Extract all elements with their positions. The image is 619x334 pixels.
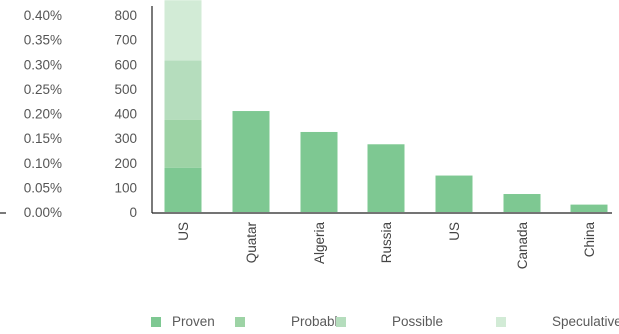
y-tick-label: 500 bbox=[114, 82, 137, 97]
bar-proven-4 bbox=[435, 175, 473, 212]
y-percent-tick-label: 0.05% bbox=[24, 180, 62, 195]
legend-label-possible: Possible bbox=[392, 314, 443, 329]
legend-swatch-proven bbox=[151, 317, 161, 327]
y-tick-label: 100 bbox=[114, 180, 137, 195]
category-label: US bbox=[447, 222, 462, 241]
category-label: Russia bbox=[379, 222, 394, 264]
legend-swatch-speculative bbox=[496, 317, 506, 327]
category-label: China bbox=[582, 222, 597, 258]
y-tick-label: 200 bbox=[114, 156, 137, 171]
legend-label-proven: Proven bbox=[172, 314, 215, 329]
y-percent-tick-label: 0.20% bbox=[24, 107, 62, 122]
bar-probable-0 bbox=[164, 119, 202, 168]
legend-swatch-possible bbox=[336, 317, 346, 327]
y-percent-tick-label: 0.00% bbox=[24, 205, 62, 220]
bar-proven-0 bbox=[164, 167, 202, 212]
bar-proven-3 bbox=[367, 144, 405, 212]
y-percent-tick-label: 0.15% bbox=[24, 131, 62, 146]
y-tick-label: 400 bbox=[114, 107, 137, 122]
legend-label-speculative: Speculative bbox=[552, 314, 619, 329]
category-label: Algeria bbox=[312, 222, 327, 265]
y-tick-label: 700 bbox=[114, 33, 137, 48]
bar-proven-6 bbox=[570, 204, 608, 212]
bar-proven-1 bbox=[232, 111, 270, 212]
y-percent-tick-label: 0.30% bbox=[24, 57, 62, 72]
bar-proven-2 bbox=[300, 131, 338, 212]
category-label: Canada bbox=[515, 222, 530, 270]
bar-speculative-0 bbox=[164, 0, 202, 61]
category-label: US bbox=[176, 222, 191, 241]
legend-swatch-probable bbox=[235, 317, 245, 327]
y-percent-tick-label: 0.35% bbox=[24, 33, 62, 48]
y-tick-label: 600 bbox=[114, 57, 137, 72]
y-tick-label: 800 bbox=[114, 8, 137, 23]
y-tick-label: 0 bbox=[129, 205, 137, 220]
bar-possible-0 bbox=[164, 60, 202, 120]
y-percent-tick-label: 0.25% bbox=[24, 82, 62, 97]
y-tick-label: 300 bbox=[114, 131, 137, 146]
y-percent-tick-label: 0.40% bbox=[24, 8, 62, 23]
y-percent-tick-label: 0.10% bbox=[24, 156, 62, 171]
bar-proven-5 bbox=[503, 194, 541, 212]
legend-label-probable: Probable bbox=[291, 314, 345, 329]
category-label: Quatar bbox=[244, 222, 259, 264]
